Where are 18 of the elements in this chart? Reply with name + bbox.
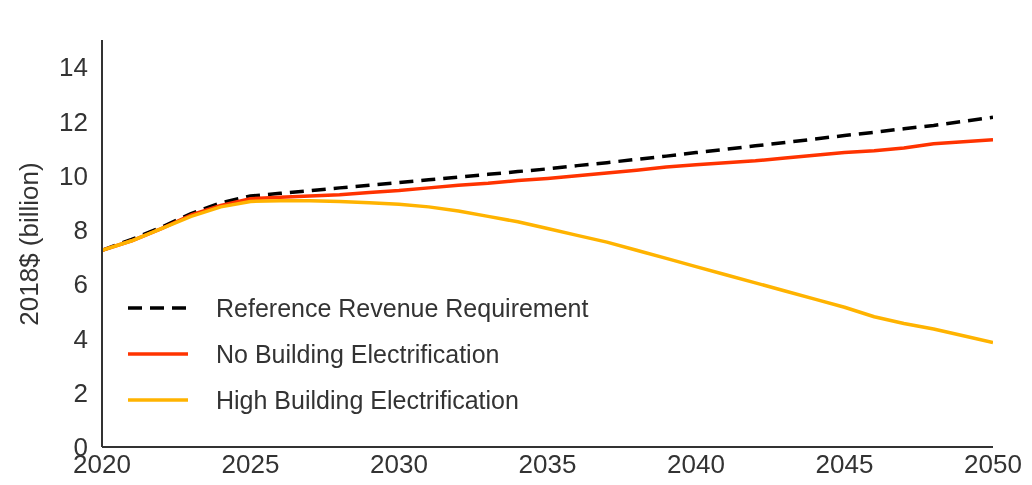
- y-tick-label: 14: [59, 52, 88, 83]
- line-series: [102, 198, 993, 345]
- legend-label: High Building Electrification: [216, 385, 519, 415]
- x-tick-label: 2050: [964, 449, 1022, 480]
- y-axis-title: 2018$ (billion): [14, 162, 44, 326]
- x-tick-label: 2040: [667, 449, 725, 480]
- legend-label: Reference Revenue Requirement: [216, 293, 589, 323]
- x-tick-label: 2025: [221, 449, 280, 480]
- y-tick-label: 12: [59, 106, 88, 137]
- y-tick-label: 10: [59, 160, 88, 191]
- x-tick-label: 2030: [370, 449, 428, 480]
- y-tick-label: 6: [73, 269, 88, 300]
- legend-label: No Building Electrification: [216, 339, 500, 369]
- x-tick-label: 2035: [518, 449, 577, 480]
- y-tick-label: 4: [73, 323, 88, 354]
- x-tick-label: 2045: [815, 449, 874, 480]
- y-tick-label: 8: [73, 215, 88, 246]
- y-tick-label: 2: [73, 377, 88, 408]
